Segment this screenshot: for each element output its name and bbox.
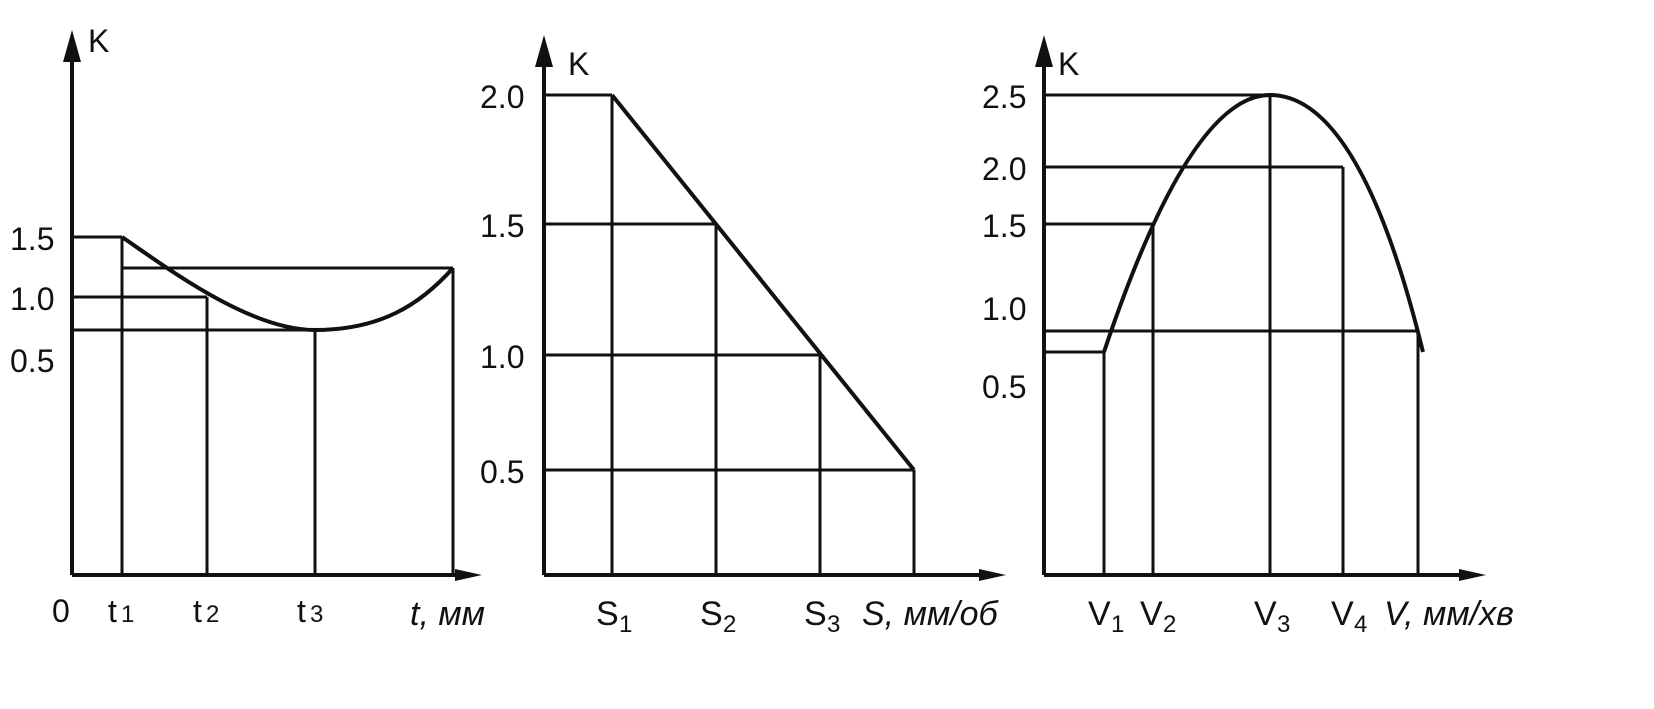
panel-t-grid [72,235,455,575]
x-tick-sub: 3 [827,611,840,638]
x-tick-main: S [804,595,827,633]
y-tick-label: 2.0 [480,79,524,115]
panel-s-line [610,93,916,472]
panel-t-x-arrow [455,569,482,581]
x-tick-label: V 3 [1254,595,1290,638]
panel-t: K 0 1.5 1.0 0.5 t 1 t 2 t 3 t, мм [10,23,485,633]
x-tick-main: t [108,593,117,629]
panel-t-y-arrow [63,30,81,62]
x-tick-label: V 4 [1331,595,1367,638]
x-tick-sub: 2 [206,601,219,628]
x-tick-label: S 3 [804,595,840,638]
x-tick-main: V [1088,595,1111,633]
x-tick-sub: 1 [619,611,632,638]
x-tick-sub: 1 [121,601,134,628]
panel-v-y-axis-label: K [1058,46,1079,82]
x-tick-label: t 3 [297,593,323,629]
panel-v-grid [1044,93,1420,575]
x-tick-main: V [1254,595,1277,633]
panel-t-curve [120,235,455,333]
x-tick-sub: 4 [1354,611,1367,638]
panel-t-origin-label: 0 [52,593,70,629]
y-tick-label: 1.0 [10,281,54,317]
y-tick-label: 0.5 [10,343,54,379]
x-tick-sub: 1 [1111,611,1124,638]
x-tick-sub: 2 [1163,611,1176,638]
panel-s-x-arrow [979,569,1006,581]
panel-s-grid [544,93,916,575]
panel-s: K 2.0 1.5 1.0 0.5 S 1 S 2 S 3 S, мм/об [480,35,1006,638]
y-tick-label: 1.5 [10,221,54,257]
x-tick-main: V [1331,595,1354,633]
x-tick-sub: 2 [723,611,736,638]
panel-v-axes [1042,55,1470,577]
x-tick-main: t [193,593,202,629]
panel-v: K 2.5 2.0 1.5 1.0 0.5 V 1 V 2 V 3 V 4 V,… [982,35,1514,638]
panel-v-x-arrow [1459,569,1486,581]
x-tick-label: t 1 [108,593,134,629]
x-tick-main: S [596,595,619,633]
panel-s-y-axis-label: K [568,46,589,82]
y-tick-label: 2.0 [982,151,1026,187]
y-tick-label: 1.5 [982,208,1026,244]
y-tick-label: 0.5 [982,369,1026,405]
panel-t-y-axis-label: K [88,23,109,59]
x-tick-label: t 2 [193,593,219,629]
panel-v-y-arrow [1035,35,1053,67]
x-tick-main: S [700,595,723,633]
panel-s-axes [542,55,990,577]
x-tick-sub: 3 [310,601,323,628]
x-tick-label: S 2 [700,595,736,638]
x-tick-label: V 2 [1140,595,1176,638]
y-tick-label: 1.0 [480,339,524,375]
y-tick-label: 2.5 [982,79,1026,115]
x-tick-main: V [1140,595,1163,633]
y-tick-label: 1.0 [982,291,1026,327]
x-tick-sub: 3 [1277,611,1290,638]
panel-s-x-axis-label: S, мм/об [862,595,1000,633]
panel-t-axes [70,50,468,577]
panel-t-x-axis-label: t, мм [410,595,485,633]
panel-s-y-arrow [535,35,553,67]
panel-v-curve [1102,92,1425,353]
panel-v-x-axis-label: V, мм/хв [1384,595,1514,633]
x-tick-main: t [297,593,306,629]
x-tick-label: V 1 [1088,595,1124,638]
y-tick-label: 1.5 [480,208,524,244]
x-tick-label: S 1 [596,595,632,638]
y-tick-label: 0.5 [480,454,524,490]
